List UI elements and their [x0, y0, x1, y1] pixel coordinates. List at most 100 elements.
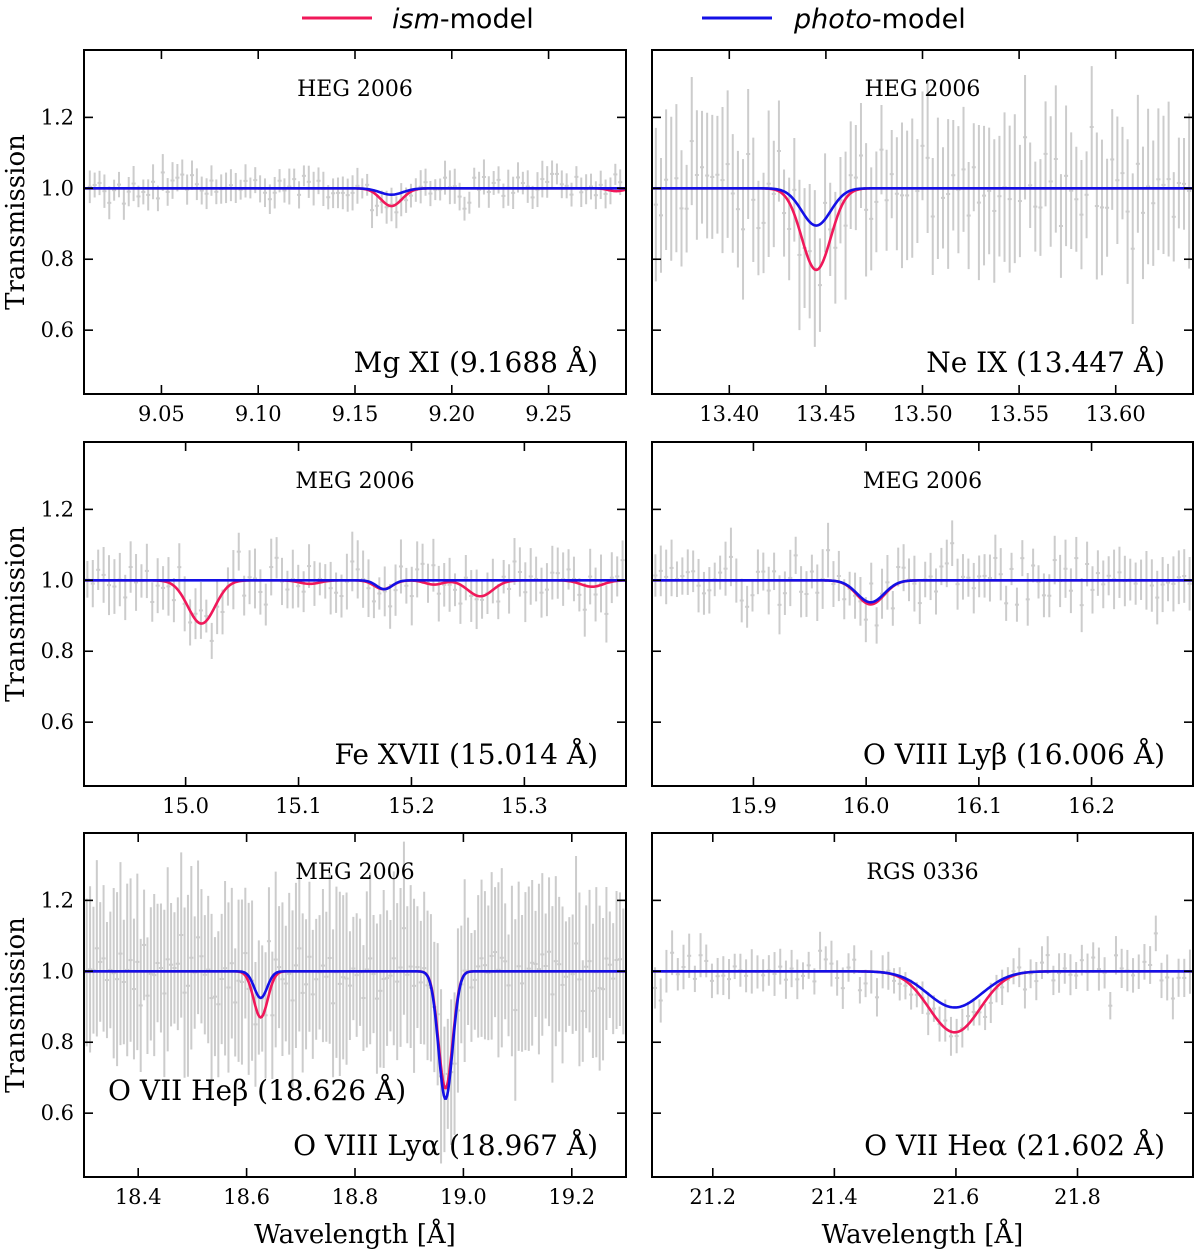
- data-point: [453, 573, 458, 607]
- data-point: [277, 906, 282, 1029]
- data-point: [555, 547, 560, 599]
- data-point: [577, 892, 582, 1067]
- data-point: [501, 559, 506, 594]
- data-point: [1166, 101, 1171, 257]
- data-point: [425, 910, 430, 1061]
- data-point: [966, 558, 971, 597]
- data-point: [226, 902, 231, 1073]
- line-annotation-2: O VII Heβ (18.626 Å): [108, 1074, 406, 1107]
- data-point: [977, 555, 982, 598]
- data-point: [131, 918, 136, 1060]
- data-point: [242, 575, 247, 616]
- data-point: [165, 178, 170, 206]
- data-point: [1135, 94, 1140, 233]
- data-point: [1182, 137, 1187, 230]
- data-point: [150, 582, 155, 622]
- data-point: [442, 562, 447, 607]
- data-point: [533, 910, 538, 1017]
- data-point: [905, 130, 910, 261]
- data-point: [408, 885, 413, 1048]
- data-point: [355, 540, 360, 599]
- data-point: [238, 179, 243, 200]
- data-point: [580, 960, 585, 1062]
- data-point: [220, 589, 225, 635]
- data-point: [355, 167, 360, 204]
- data-point: [301, 571, 306, 613]
- data-point: [1182, 958, 1187, 998]
- data-point: [670, 930, 675, 976]
- x-tick-label: 18.6: [223, 1185, 270, 1209]
- data-point: [732, 953, 737, 980]
- data-point: [835, 960, 840, 996]
- data-point: [398, 539, 403, 594]
- data-point: [818, 931, 823, 970]
- data-point: [507, 564, 512, 614]
- data-point: [189, 160, 194, 190]
- data-point: [574, 166, 579, 188]
- data-point: [601, 917, 606, 1061]
- data-point: [1140, 146, 1145, 280]
- data-point: [126, 176, 131, 207]
- data-point: [467, 191, 472, 214]
- data-point: [681, 944, 686, 990]
- data-point: [101, 885, 106, 1032]
- data-point: [884, 149, 889, 251]
- data-point: [971, 998, 976, 1026]
- data-point: [266, 887, 271, 996]
- series-photo-model: [84, 579, 626, 591]
- data-point: [506, 934, 511, 1037]
- data-point: [339, 574, 344, 618]
- data-point: [92, 172, 97, 198]
- data-point: [1040, 946, 1045, 979]
- data-point: [840, 967, 845, 1009]
- data-point: [1068, 568, 1073, 614]
- data-point: [158, 903, 163, 1033]
- data-point: [204, 599, 209, 633]
- data-point: [1187, 556, 1192, 611]
- data-point: [864, 143, 869, 277]
- data-point: [715, 957, 720, 995]
- data-point: [842, 579, 847, 620]
- data-point: [993, 534, 998, 582]
- data-point: [1057, 953, 1062, 993]
- data-point: [420, 543, 425, 584]
- data-point: [869, 562, 874, 605]
- data-point: [982, 554, 987, 598]
- data-point: [563, 921, 568, 1033]
- data-point: [87, 170, 92, 204]
- data-point: [511, 176, 516, 210]
- data-point: [365, 173, 370, 196]
- data-point: [486, 905, 491, 1041]
- data-point: [771, 140, 776, 248]
- data-point: [306, 165, 311, 198]
- model-curves: [84, 970, 626, 1100]
- x-tick-label: 21.6: [933, 1185, 980, 1209]
- model-curves: [84, 187, 626, 208]
- data-point: [557, 896, 562, 1032]
- data-point: [1014, 587, 1019, 622]
- data-point: [829, 940, 834, 987]
- data-point: [653, 967, 658, 1009]
- data-point: [809, 554, 814, 589]
- data-point: [1045, 936, 1050, 975]
- data-point: [750, 578, 755, 612]
- data-point: [516, 881, 521, 1051]
- data-point: [1151, 140, 1156, 266]
- data-point: [755, 549, 760, 595]
- data-point: [1182, 549, 1187, 603]
- data-point: [730, 134, 735, 253]
- data-point: [946, 119, 951, 269]
- data-point: [692, 965, 697, 993]
- data-point: [1106, 556, 1111, 596]
- data-point: [185, 894, 190, 1077]
- data-point: [853, 124, 858, 231]
- data-point: [1119, 948, 1124, 988]
- data-point: [886, 951, 891, 990]
- data-point: [925, 82, 930, 234]
- data-point: [209, 622, 214, 659]
- data-point: [111, 888, 116, 1059]
- data-point: [148, 907, 153, 1041]
- data-point: [384, 190, 389, 224]
- data-point: [933, 568, 938, 615]
- series-photo-model: [84, 970, 626, 1100]
